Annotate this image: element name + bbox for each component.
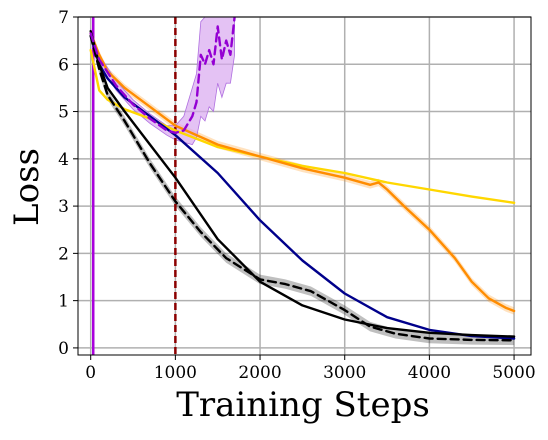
- x-tick-label: 2000: [238, 363, 281, 383]
- y-tick-label: 0: [58, 339, 69, 359]
- vertical-markers: [91, 17, 177, 355]
- plot-frame: [77, 16, 532, 356]
- series-line: [89, 34, 516, 342]
- grid: [78, 16, 531, 355]
- x-tick-label: 4000: [408, 363, 451, 383]
- y-tick-label: 4: [58, 150, 69, 170]
- series-lines: [89, 17, 516, 342]
- y-tick-label: 5: [58, 103, 69, 123]
- series-band: [90, 17, 235, 146]
- y-tick-label: 3: [58, 197, 69, 217]
- series-line: [89, 34, 516, 340]
- y-tick-label: 2: [58, 244, 69, 264]
- series-band: [90, 31, 515, 346]
- y-tick-label: 6: [58, 55, 69, 75]
- confidence-bands: [90, 17, 515, 346]
- x-tick-label: 3000: [323, 363, 366, 383]
- series-line: [89, 32, 516, 313]
- series-line: [89, 30, 516, 338]
- x-tick-label: 1000: [154, 363, 197, 383]
- y-axis-ticks: 0 1 2 3 4 5 6 7: [58, 8, 78, 359]
- y-axis-label: Loss: [7, 148, 47, 226]
- y-tick-label: 1: [58, 292, 69, 312]
- series-line: [89, 17, 236, 135]
- x-tick-label: 0: [85, 363, 96, 383]
- x-axis-label: Training Steps: [176, 385, 430, 425]
- x-tick-label: 5000: [492, 363, 535, 383]
- x-axis-ticks: 0 1000 2000 3000 4000 5000: [85, 355, 536, 383]
- y-tick-label: 7: [58, 8, 69, 28]
